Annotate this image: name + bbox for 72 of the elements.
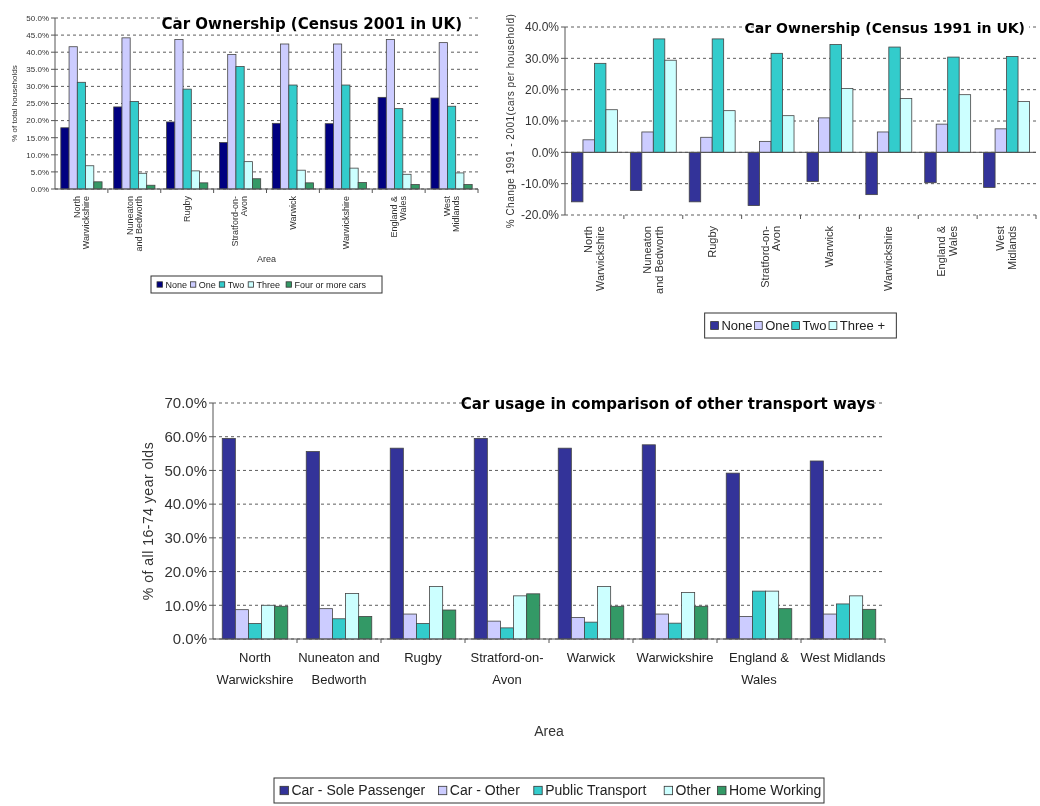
y-tick-label: 10.0%	[26, 150, 49, 160]
y-tick-label: 30.0%	[164, 529, 207, 547]
y-axis-title: % Change 1991 - 2001(cars per household)	[504, 13, 516, 229]
x-tick-label: England & Wales	[729, 650, 790, 688]
x-tick-label: Warwick	[566, 650, 616, 665]
x-tick-label: England & Wales	[388, 195, 409, 238]
y-tick-label: 40.0%	[26, 48, 49, 57]
y-tick-label: 35.0%	[26, 65, 49, 75]
x-tick-label: Nuneaton and Bedworth	[124, 196, 144, 252]
x-tick-label: Rugby	[181, 195, 192, 223]
chart-title: Car Ownership (Census 1991 in UK)	[744, 20, 1025, 37]
x-tick-label: Nuneaton and Bedworth	[298, 650, 380, 688]
y-axis-title: % of all 16-74 year olds	[139, 441, 156, 601]
legend-label: Three +	[839, 318, 886, 334]
x-axis-title: Area	[534, 723, 564, 739]
y-tick-label: 5.0%	[30, 167, 49, 177]
legend-label: Two	[227, 279, 245, 290]
legend-label: None	[721, 318, 753, 334]
x-tick-label: Warwickshire	[882, 226, 895, 291]
y-tick-label: 60.0%	[164, 427, 207, 445]
y-tick-label: 0.0%	[531, 145, 560, 160]
legend-label: None	[165, 279, 187, 290]
legend-label: Car - Other	[449, 782, 521, 799]
x-tick-label: England & Wales	[935, 225, 959, 277]
y-tick-label: 10.0%	[524, 114, 560, 129]
y-tick-label: 20.0%	[524, 82, 560, 97]
y-axis-title: % of total households	[9, 65, 19, 142]
legend-label: Car - Sole Passenger	[291, 782, 426, 799]
x-axis-title: Area	[256, 254, 277, 264]
x-tick-label: West Midlands	[800, 650, 887, 665]
y-tick-label: 10.0%	[164, 596, 207, 614]
x-tick-label: West Midlands	[994, 225, 1018, 271]
x-tick-label: North Warwickshire	[71, 196, 91, 250]
y-tick-label: 20.0%	[164, 562, 207, 580]
y-tick-label: 20.0%	[26, 116, 49, 126]
y-tick-label: 45.0%	[26, 30, 49, 40]
x-tick-label: North Warwickshire	[216, 650, 294, 688]
x-tick-label: Warwickshire	[340, 196, 351, 250]
y-tick-label: 0.0%	[30, 184, 49, 194]
y-tick-label: 50.0%	[26, 13, 49, 23]
legend-label: Public Transport	[545, 782, 647, 799]
x-tick-label: Stratford-on- Avon	[230, 196, 250, 247]
x-tick-label: Rugby	[404, 650, 443, 665]
chart-title: Car Ownership (Census 2001 in UK)	[161, 14, 462, 33]
chart-title: Car usage in comparison of other transport ways	[460, 394, 876, 413]
y-tick-label: 0.0%	[172, 630, 207, 648]
x-tick-label: Nuneaton and Bedworth	[641, 226, 665, 294]
legend-label: One	[765, 318, 790, 334]
y-tick-label: 50.0%	[164, 461, 207, 479]
y-tick-label: -10.0%	[520, 176, 560, 191]
x-tick-label: Warwickshire	[636, 650, 714, 665]
legend-label: Home Working	[729, 782, 822, 799]
legend-label: Other	[675, 782, 711, 799]
x-tick-label: Warwick	[287, 195, 298, 230]
legend-label: Two	[802, 318, 827, 334]
legend-label: Four or more cars	[294, 279, 367, 290]
y-tick-label: 40.0%	[164, 495, 207, 513]
y-tick-label: -20.0%	[520, 208, 560, 223]
y-tick-label: 30.0%	[26, 82, 49, 92]
x-tick-label: West Midlands	[441, 195, 461, 233]
x-tick-label: Warwick	[823, 225, 836, 268]
x-tick-label: Rugby	[705, 225, 718, 258]
legend-label: Three	[256, 279, 281, 290]
x-tick-label: Stratford-on- Avon	[758, 225, 783, 288]
legend-label: One	[198, 279, 216, 290]
x-tick-label: Stratford-on- Avon	[470, 650, 544, 688]
y-tick-label: 70.0%	[164, 394, 207, 412]
y-tick-label: 30.0%	[524, 51, 560, 66]
y-tick-label: 40.0%	[524, 20, 560, 35]
x-tick-label: North Warwickshire	[582, 226, 606, 291]
y-tick-label: 25.0%	[26, 99, 49, 109]
y-tick-label: 15.0%	[26, 133, 49, 143]
